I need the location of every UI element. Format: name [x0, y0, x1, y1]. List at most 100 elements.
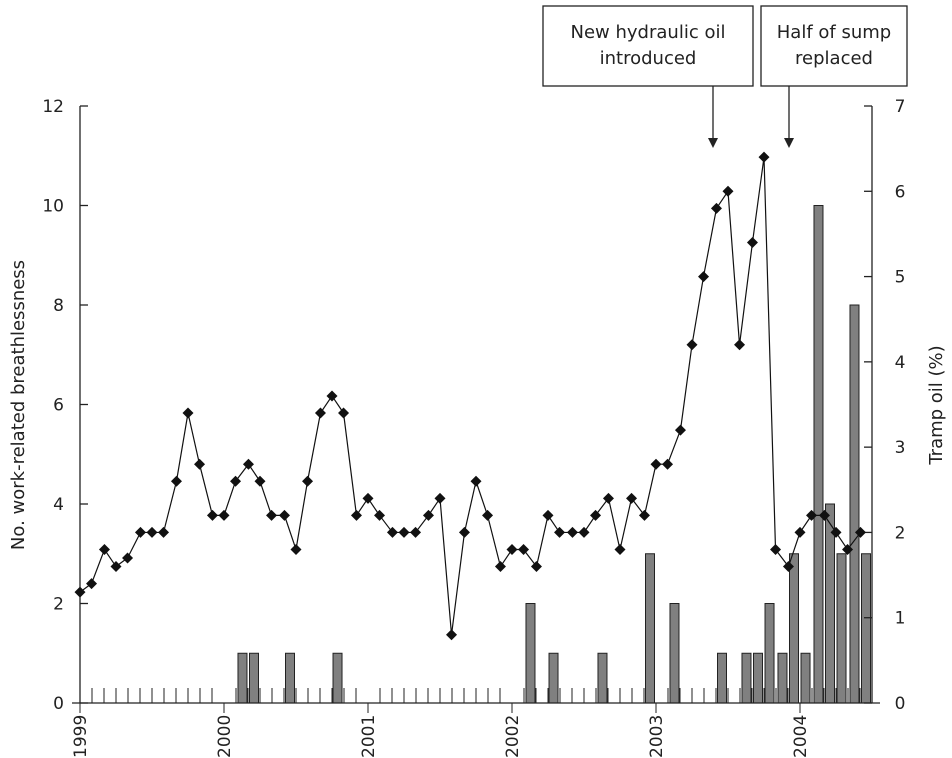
annotation-sump: Half of sump replaced [760, 5, 908, 148]
x-tick-label: 1999 [71, 715, 91, 758]
line-point [422, 509, 434, 521]
line-point [830, 526, 842, 538]
line-point [170, 475, 182, 487]
line-point [482, 509, 494, 521]
line-point [458, 526, 470, 538]
line-point [818, 509, 830, 521]
line-series [74, 151, 866, 641]
line-point [398, 526, 410, 538]
y-left-tick-label: 10 [42, 197, 64, 217]
line-point [518, 543, 530, 555]
line-point [494, 561, 506, 573]
y-right-tick-label: 0 [895, 694, 906, 714]
line-point [578, 526, 590, 538]
bar [597, 652, 608, 704]
line-point [686, 339, 698, 351]
line-point [434, 492, 446, 504]
y-right-tick-label: 1 [895, 609, 906, 629]
y-left-tick-label: 2 [53, 595, 64, 615]
y-axis-right-title: Tramp oil (%) [926, 345, 947, 465]
line-point [74, 586, 86, 598]
line-point [386, 526, 398, 538]
line-point [242, 458, 254, 470]
line-point [218, 509, 230, 521]
line-point [746, 236, 758, 248]
annotation-box-hydraulic-oil [542, 5, 754, 87]
annotation-arrowhead-hydraulic-oil [708, 138, 718, 148]
bar [753, 652, 763, 704]
line-point [374, 509, 386, 521]
line-point [722, 185, 734, 197]
line-point [206, 509, 218, 521]
x-tick-label: 2004 [791, 715, 811, 758]
x-tick-label: 2002 [503, 715, 523, 758]
bar [249, 652, 259, 704]
bar [861, 553, 871, 704]
annotation-hydraulic-oil: New hydraulic oil introduced [542, 5, 754, 148]
y-left-tick-label: 4 [53, 495, 64, 515]
line-point [314, 407, 326, 419]
line-point [326, 390, 338, 402]
line-point [698, 271, 710, 283]
bar [741, 652, 752, 704]
line-point [854, 526, 866, 538]
y-left-tick-label: 12 [42, 97, 64, 117]
line-point [770, 543, 782, 555]
line-path [79, 157, 861, 635]
annotation-box-sump [760, 5, 908, 87]
line-point [662, 458, 674, 470]
bar [645, 553, 655, 704]
bar [669, 603, 680, 704]
y-right-tick-label: 5 [895, 268, 906, 288]
line-point [782, 561, 794, 573]
bar [332, 652, 343, 704]
y-left-tick-label: 8 [53, 296, 64, 316]
line-point [554, 526, 566, 538]
bar [789, 553, 799, 704]
line-point [194, 458, 206, 470]
y-axis-left-title: No. work-related breathlessness [8, 260, 29, 550]
line-point [110, 561, 122, 573]
y-right-tick-label: 3 [895, 438, 906, 458]
line-point [278, 509, 290, 521]
y-left-tick-label: 0 [53, 694, 64, 714]
y-left-tick-label: 6 [53, 396, 64, 416]
annotation-text-hydraulic-oil-line1: New hydraulic oil [571, 22, 726, 43]
line-point [146, 526, 158, 538]
line-point [674, 424, 686, 436]
bar [525, 603, 536, 704]
line-point [266, 509, 278, 521]
line-point [98, 543, 110, 555]
line-point [794, 526, 806, 538]
bar-series [237, 205, 871, 704]
bar [237, 652, 248, 704]
bar [285, 652, 295, 704]
line-point [182, 407, 194, 419]
y-right-tick-label: 7 [895, 97, 906, 117]
line-point [758, 151, 770, 163]
line-point [338, 407, 350, 419]
line-point [638, 509, 650, 521]
bar [764, 603, 775, 704]
line-point [158, 526, 170, 538]
bar [717, 652, 727, 704]
line-point [614, 543, 626, 555]
line-point [134, 526, 146, 538]
line-point [602, 492, 614, 504]
annotation-text-hydraulic-oil-line2: introduced [600, 48, 697, 69]
bar [836, 553, 847, 704]
line-point [86, 578, 98, 590]
line-point [230, 475, 242, 487]
bar [813, 205, 824, 704]
line-point [626, 492, 638, 504]
bar [800, 652, 811, 704]
line-point [710, 202, 722, 214]
y-right-tick-label: 4 [895, 353, 906, 373]
line-point [254, 475, 266, 487]
bar [548, 652, 559, 704]
line-point [806, 509, 818, 521]
line-point [590, 509, 602, 521]
bar [777, 652, 788, 704]
